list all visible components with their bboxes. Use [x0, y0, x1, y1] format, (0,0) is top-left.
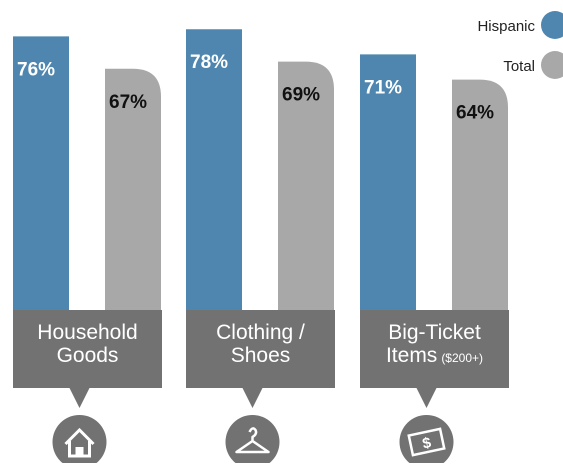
category-label-box-2: [186, 310, 335, 408]
hanger-icon: [225, 415, 280, 468]
data-label-hispanic-2: 78%: [190, 52, 228, 73]
legend-swatch-total: [541, 51, 563, 79]
category-label-line2-main-2: Shoes: [231, 344, 291, 367]
bar-total-3: [452, 79, 508, 310]
house-door: [75, 447, 84, 456]
data-label-hispanic-1: 76%: [17, 59, 55, 80]
category-label-line2-main-1: Goods: [57, 344, 119, 367]
data-label-total-2: 69%: [282, 85, 320, 106]
category-label-line1-2: Clothing /: [216, 321, 305, 344]
money-bill-shape: [407, 427, 446, 457]
bar-total-1: [105, 68, 161, 310]
data-label-total-1: 67%: [109, 92, 147, 113]
money-bill-icon: $: [399, 415, 454, 468]
category-label-line2-3: Items ($200+): [386, 344, 483, 367]
category-label-suffix-3: ($200+): [441, 351, 483, 365]
bar-hispanic-3: [360, 54, 416, 311]
category-label-line1-1: Household: [37, 321, 137, 344]
bar-hispanic-2: [186, 29, 242, 310]
category-label-line2-1: Goods: [57, 344, 119, 367]
legend-label-hispanic: Hispanic: [477, 18, 535, 35]
legend-label-total: Total: [503, 58, 535, 75]
category-label-line1-3: Big-Ticket: [388, 321, 481, 344]
house-icon: [52, 415, 107, 468]
house-icon-circle: [52, 415, 107, 468]
hanger-shape: [235, 427, 270, 454]
category-label-line2-2: Shoes: [231, 344, 291, 367]
data-label-total-3: 64%: [456, 103, 494, 124]
data-label-hispanic-3: 71%: [364, 77, 402, 98]
bar-hispanic-1: [13, 36, 69, 311]
legend-swatch-hispanic: [541, 11, 563, 39]
category-label-box-3: [360, 310, 509, 408]
bar-total-2: [278, 61, 334, 310]
category-label-box-1: [13, 310, 162, 408]
category-label-line2-main-3: Items: [386, 344, 437, 367]
